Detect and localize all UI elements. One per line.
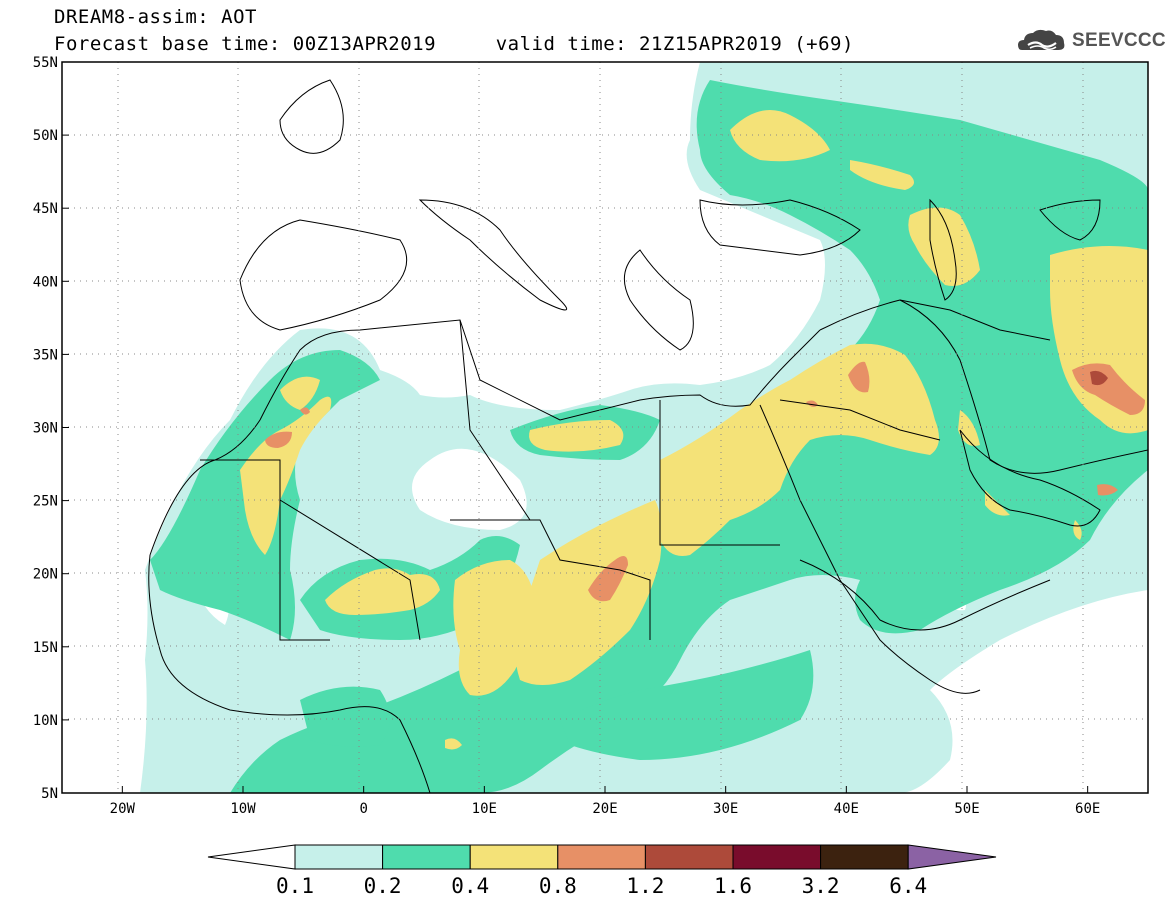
lat-tick-label: 20N — [33, 567, 58, 583]
lat-tick-label: 50N — [33, 128, 58, 144]
lon-tick-label: 30E — [713, 801, 738, 817]
colorbar-label: 3.2 — [802, 874, 840, 898]
colorbar-label: 0.4 — [451, 874, 489, 898]
colorbar-label: 1.2 — [626, 874, 664, 898]
colorbar-arrow-high — [907, 844, 997, 870]
colorbar-label: 0.8 — [539, 874, 577, 898]
lat-tick-label: 25N — [33, 494, 58, 510]
colorbar-segment — [732, 844, 822, 870]
colorbar-segment — [469, 844, 559, 870]
lon-tick-label: 60E — [1075, 801, 1100, 817]
colorbar-segment — [557, 844, 646, 870]
lon-tick-label: 0 — [359, 801, 367, 817]
cloud-icon — [1018, 29, 1065, 51]
logo-text: SEEVCCC — [1072, 30, 1165, 51]
lon-tick-label: 40E — [834, 801, 859, 817]
lat-tick-label: 15N — [33, 640, 58, 656]
colorbar-label: 6.4 — [889, 874, 927, 898]
lat-tick-label: 40N — [33, 274, 58, 290]
colorbar-segment — [820, 844, 909, 870]
lat-tick-label: 30N — [33, 421, 58, 437]
lon-tick-label: 50E — [954, 801, 979, 817]
colorbar-arrow-low — [207, 844, 296, 870]
colorbar-segment — [644, 844, 734, 870]
aot-contour-fields — [62, 62, 1148, 793]
lon-tick-label: 20E — [592, 801, 617, 817]
latitude-axis: 55N 50N 45N 40N 35N 30N 25N 20N 15N 10N 5N — [33, 55, 69, 802]
lon-tick-label: 10E — [472, 801, 497, 817]
lat-tick-label: 35N — [33, 347, 58, 363]
lat-tick-label: 45N — [33, 201, 58, 217]
map-title: DREAM8-assim: AOT — [54, 6, 257, 28]
colorbar-label: 1.6 — [714, 874, 752, 898]
lon-tick-label: 10W — [230, 801, 256, 817]
colorbar-segment — [382, 844, 471, 870]
lon-tick-label: 20W — [110, 801, 136, 817]
lat-tick-label: 10N — [33, 713, 58, 729]
colorbar-label: 0.1 — [276, 874, 314, 898]
coastlines — [148, 79, 1148, 793]
lat-tick-label: 5N — [41, 786, 58, 802]
colorbar-segment — [294, 844, 384, 870]
map-gridlines — [62, 62, 1148, 793]
longitude-axis: 20W 10W 0 10E 20E 30E 40E 50E 60E — [110, 786, 1100, 817]
colorbar-label: 0.2 — [364, 874, 402, 898]
lat-tick-label: 55N — [33, 55, 58, 71]
colorbar: 0.1 0.2 0.4 0.8 1.2 1.6 3.2 6.4 — [207, 844, 997, 898]
map-subtitle-times: Forecast base time: 00Z13APR2019 valid t… — [54, 33, 854, 55]
